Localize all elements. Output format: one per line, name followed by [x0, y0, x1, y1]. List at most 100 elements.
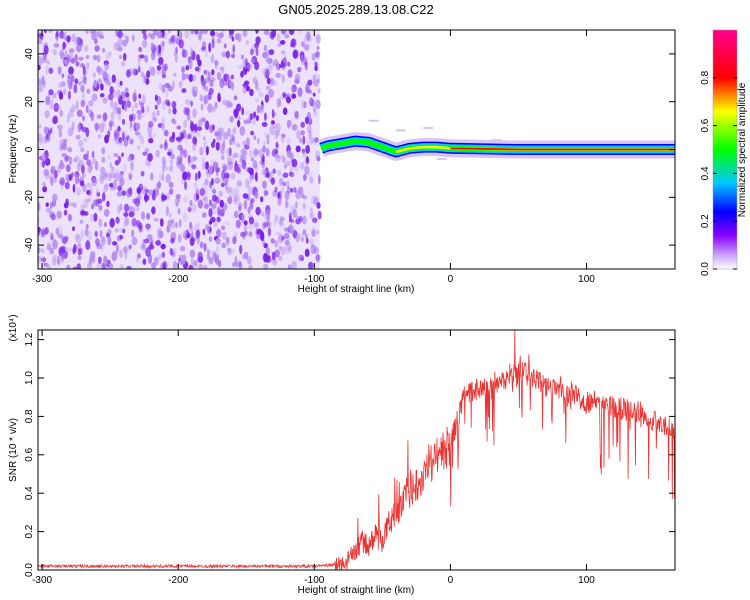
- noise-blob: [178, 30, 183, 41]
- noise-blob: [232, 152, 239, 159]
- noise-blob: [216, 71, 222, 81]
- colorbar-tick-label: 0.4: [700, 166, 711, 180]
- noise-blob: [92, 156, 96, 165]
- noise-blob: [265, 172, 270, 178]
- noise-blob: [70, 57, 76, 64]
- noise-blob: [275, 72, 282, 79]
- noise-blob: [202, 81, 206, 90]
- noise-blob: [138, 93, 142, 99]
- noise-blob: [140, 71, 145, 79]
- noise-blob: [164, 63, 168, 71]
- spectrogram-y-tick-label: 40: [24, 48, 35, 60]
- noise-blob: [158, 44, 162, 55]
- noise-blob: [316, 78, 320, 84]
- noise-blob: [69, 80, 74, 86]
- noise-blob: [97, 67, 104, 76]
- noise-blob: [80, 229, 84, 239]
- noise-blob: [266, 133, 270, 140]
- noise-blob: [148, 132, 152, 139]
- noise-blob: [92, 72, 96, 78]
- noise-blob: [43, 168, 50, 177]
- noise-blob: [247, 186, 253, 196]
- noise-blob: [131, 105, 135, 112]
- noise-blob: [128, 114, 134, 122]
- noise-blob: [231, 36, 235, 42]
- noise-blob: [202, 181, 208, 191]
- snr-y-tick-label: 0.6: [24, 447, 35, 461]
- noise-blob: [142, 258, 147, 265]
- noise-blob: [234, 160, 238, 167]
- noise-blob: [222, 139, 226, 148]
- noise-blob: [113, 137, 119, 142]
- noise-blob: [246, 137, 250, 147]
- noise-blob: [96, 78, 103, 87]
- noise-blob: [66, 37, 70, 44]
- noise-blob: [254, 97, 260, 103]
- noise-blob: [148, 66, 154, 74]
- noise-blob: [277, 197, 282, 206]
- noise-blob: [94, 45, 100, 52]
- noise-blob: [294, 73, 301, 82]
- noise-blob: [117, 107, 122, 115]
- noise-blob: [107, 229, 112, 235]
- noise-blob: [186, 134, 190, 140]
- noise-blob: [82, 65, 86, 76]
- noise-blob: [152, 30, 159, 36]
- noise-blob: [188, 74, 194, 83]
- noise-blob: [271, 251, 276, 261]
- noise-blob: [234, 112, 238, 119]
- noise-blob: [80, 147, 85, 153]
- noise-blob: [185, 233, 191, 239]
- noise-blob: [147, 254, 153, 265]
- noise-blob: [213, 161, 218, 171]
- noise-blob: [42, 186, 47, 193]
- noise-blob: [146, 70, 151, 78]
- noise-blob: [227, 127, 231, 137]
- noise-blob: [246, 63, 253, 70]
- noise-blob: [220, 225, 226, 231]
- noise-blob: [178, 219, 182, 228]
- noise-blob: [196, 222, 200, 228]
- noise-blob: [210, 216, 216, 223]
- noise-blob: [40, 257, 47, 262]
- noise-blob: [205, 146, 209, 156]
- noise-blob: [123, 212, 129, 218]
- noise-blob: [153, 256, 159, 266]
- noise-blob: [304, 116, 309, 125]
- noise-blob: [183, 149, 188, 159]
- noise-blob: [177, 144, 183, 151]
- noise-blob: [291, 260, 297, 269]
- noise-blob: [193, 224, 198, 232]
- noise-blob: [176, 195, 181, 203]
- noise-blob: [225, 180, 228, 190]
- noise-blob: [255, 36, 261, 45]
- noise-blob: [38, 202, 41, 211]
- noise-blob: [246, 207, 251, 213]
- noise-blob: [116, 235, 121, 242]
- noise-blob: [75, 134, 81, 140]
- noise-blob: [302, 195, 308, 200]
- noise-blob: [71, 33, 76, 43]
- spectrogram-y-tick-label: 20: [24, 96, 35, 108]
- noise-blob: [219, 199, 224, 208]
- noise-blob: [284, 250, 290, 255]
- noise-blob: [226, 156, 233, 164]
- noise-blob: [135, 122, 141, 131]
- noise-blob: [67, 90, 71, 100]
- snr-x-ticks: -300 -200 -100 0 100: [32, 330, 595, 586]
- noise-blob: [126, 265, 132, 269]
- colorbar-tick-label: 0.6: [700, 118, 711, 132]
- noise-blob: [287, 264, 292, 269]
- noise-blob: [179, 245, 186, 252]
- noise-blob: [188, 159, 193, 168]
- noise-blob: [260, 233, 265, 242]
- noise-blob: [189, 221, 193, 230]
- noise-blob: [110, 100, 115, 108]
- noise-blob: [81, 126, 88, 133]
- noise-blob: [290, 187, 293, 193]
- noise-blob: [187, 154, 191, 164]
- snr-xlabel: Height of straight line (km): [298, 585, 415, 596]
- noise-blob: [185, 73, 190, 80]
- noise-blob: [177, 208, 181, 215]
- noise-blob: [302, 135, 306, 145]
